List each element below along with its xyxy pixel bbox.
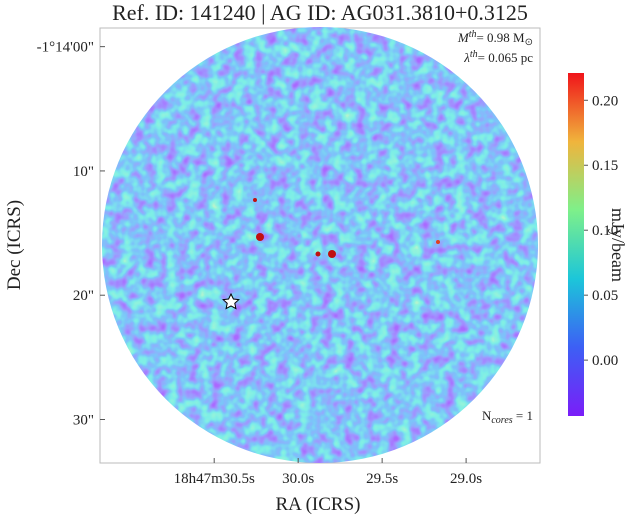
y-tick-label: -1°14'00" <box>37 40 94 56</box>
annotation-part: ⊙ <box>525 37 533 48</box>
x-tick-label: 30.0s <box>282 471 314 487</box>
colorbar-tick-label: 0.00 <box>592 353 618 369</box>
colorbar-tick-label: 0.05 <box>592 288 618 304</box>
source <box>436 240 440 244</box>
x-tick-label: 29.0s <box>450 471 482 487</box>
x-tick-label: 18h47m30.5s <box>174 471 255 487</box>
colorbar-tick-label: 0.20 <box>592 93 618 109</box>
y-axis-label: Dec (ICRS) <box>4 200 25 290</box>
source <box>256 233 264 241</box>
annotation-part: cores <box>491 415 512 426</box>
annotation: Mth= 0.98 M⊙ <box>457 29 533 48</box>
source <box>328 250 336 258</box>
y-tick-label: 30" <box>73 413 94 429</box>
annotation: λth= 0.065 pc <box>463 49 533 65</box>
map <box>102 27 538 463</box>
annotation-part: = 0.98 M <box>476 30 525 45</box>
x-tick-label: 29.5s <box>366 471 398 487</box>
colorbar-tick-label: 0.10 <box>592 223 618 239</box>
annotation-part: M <box>457 30 470 45</box>
annotation-part: N <box>482 408 492 423</box>
annotation-part: = 1 <box>513 408 533 423</box>
core-marker <box>222 292 240 310</box>
y-tick-label: 20" <box>73 288 94 304</box>
annotation: Ncores = 1 <box>482 408 533 426</box>
colorbar-tick-label: 0.15 <box>592 158 618 174</box>
annotation-part: λ <box>463 50 470 65</box>
annotation-part: = 0.065 pc <box>478 50 534 65</box>
source <box>253 198 257 202</box>
y-tick-label: 10" <box>73 164 94 180</box>
source <box>315 251 321 257</box>
x-axis-label: RA (ICRS) <box>276 494 361 515</box>
colorbar-label: mJy/beam <box>608 208 628 282</box>
intensity-map <box>102 27 538 463</box>
annotation-part: th <box>470 49 478 60</box>
chart-title: Ref. ID: 141240 | AG ID: AG031.3810+0.31… <box>112 0 528 25</box>
colorbar <box>568 73 584 416</box>
annotation-part: th <box>469 29 477 40</box>
